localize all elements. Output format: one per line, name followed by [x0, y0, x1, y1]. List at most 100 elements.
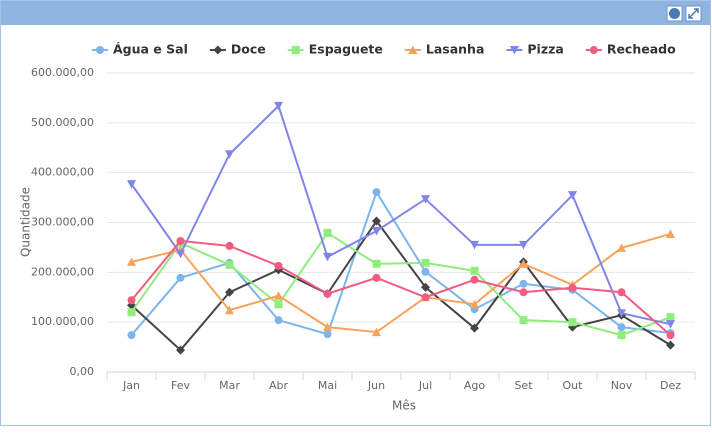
info-button[interactable]: [666, 5, 683, 22]
point: [127, 180, 136, 189]
point: [274, 300, 283, 309]
point: [323, 322, 332, 332]
panel-header: [1, 1, 710, 25]
point: [617, 309, 626, 318]
panel-border: [0, 0, 711, 426]
point: [617, 288, 626, 297]
point: [225, 150, 234, 159]
legend-marker: [291, 46, 300, 54]
point: [127, 331, 136, 340]
point: [519, 316, 528, 325]
point: [323, 228, 332, 237]
info-icon[interactable]: [669, 8, 680, 19]
point: [470, 275, 479, 284]
point: [323, 330, 332, 339]
point: [470, 323, 479, 333]
point: [225, 241, 234, 250]
point: [176, 345, 185, 355]
point: [421, 267, 430, 276]
expand-button[interactable]: [685, 5, 702, 22]
legend-marker: [408, 45, 418, 54]
legend-item[interactable]: Lasanha: [404, 42, 485, 57]
point: [666, 320, 675, 329]
point: [617, 331, 626, 340]
legend-item[interactable]: Água e Sal: [92, 42, 188, 57]
legend-item[interactable]: Espaguete: [287, 42, 383, 57]
x-axis-title: Mês: [392, 399, 416, 413]
legend-label: Doce: [231, 42, 266, 57]
series: [127, 101, 675, 329]
point: [323, 289, 332, 298]
y-tick-label: 600.000,00: [31, 66, 94, 79]
point: [519, 240, 528, 250]
legend-marker: [509, 46, 519, 55]
point: [519, 279, 528, 288]
legend-marker: [213, 45, 223, 55]
x-tick-label: Jan: [122, 379, 140, 392]
x-tick-label: Jul: [418, 379, 432, 392]
legend-item[interactable]: Pizza: [506, 42, 564, 57]
point: [421, 293, 430, 302]
y-tick-label: 0,00: [70, 365, 95, 378]
x-tick-label: Fev: [171, 379, 190, 392]
point: [372, 216, 381, 226]
point: [372, 327, 381, 337]
series-line: [130, 189, 671, 336]
point: [274, 291, 283, 300]
legend-label: Espaguete: [309, 42, 383, 57]
x-tick-label: Jun: [367, 379, 385, 392]
legend-item[interactable]: Doce: [209, 42, 266, 57]
legend-label: Lasanha: [426, 42, 485, 57]
point: [470, 299, 479, 309]
x-tick-label: Set: [514, 379, 533, 392]
point: [666, 331, 675, 340]
x-tick-label: Ago: [464, 379, 486, 392]
point: [372, 226, 381, 236]
x-tick-label: Nov: [611, 379, 633, 392]
y-tick-label: 100.000,00: [31, 315, 94, 328]
point: [225, 287, 234, 297]
x-tick-label: Mar: [219, 379, 240, 392]
point: [470, 240, 479, 250]
point: [519, 288, 528, 297]
point: [421, 258, 430, 267]
point: [372, 273, 381, 282]
expand-icon[interactable]: [688, 8, 699, 19]
point: [225, 260, 234, 269]
x-tick-label: Mai: [318, 379, 337, 392]
series-line: [130, 239, 672, 336]
series-line: [130, 231, 671, 337]
legend-marker: [96, 46, 104, 54]
point: [519, 259, 528, 268]
point: [127, 257, 136, 266]
legend: Água e Sal Doce Espaguete Lasanha Pizza Reche…: [92, 42, 676, 57]
point: [568, 283, 577, 292]
point: [176, 249, 185, 259]
series-line: [130, 104, 671, 326]
y-tick-label: 200.000,00: [31, 265, 94, 278]
point: [617, 323, 626, 332]
x-tick-label: Abr: [269, 379, 289, 392]
point: [127, 296, 136, 305]
point: [617, 243, 626, 252]
series-line: [131, 232, 671, 334]
point: [176, 236, 185, 245]
y-axis-title: Quantidade: [19, 187, 33, 257]
point: [372, 188, 381, 197]
point: [666, 313, 675, 322]
point: [274, 316, 283, 325]
point: [176, 273, 185, 282]
y-tick-label: 400.000,00: [31, 166, 94, 179]
point: [323, 252, 332, 262]
point: [470, 266, 479, 275]
x-tick-label: Out: [563, 379, 584, 392]
x-tick-label: Dez: [660, 379, 681, 392]
point: [372, 259, 381, 268]
point: [127, 308, 136, 317]
y-tick-label: 300.000,00: [31, 216, 94, 229]
legend-marker: [589, 46, 598, 54]
legend-item[interactable]: Recheado: [585, 42, 676, 57]
point: [421, 282, 430, 292]
y-tick-label: 500.000,00: [31, 116, 94, 129]
point: [666, 229, 675, 238]
